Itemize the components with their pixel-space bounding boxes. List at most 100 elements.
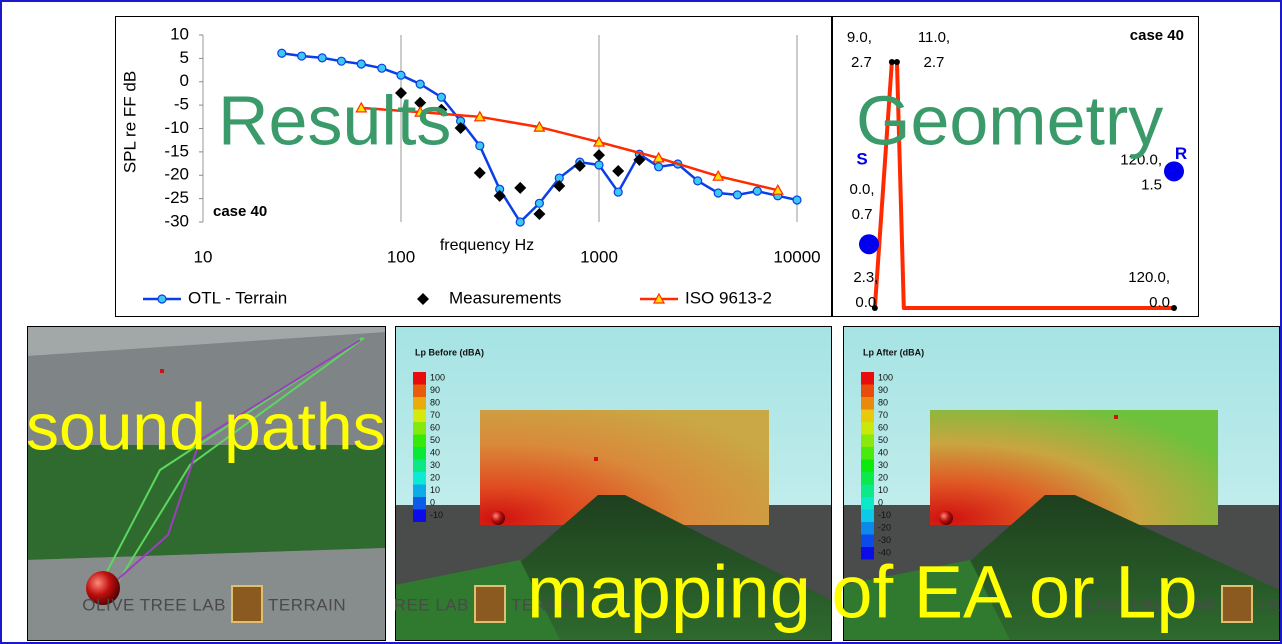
marker: [357, 60, 365, 68]
y-axis-label: SPL re FF dB: [120, 71, 139, 173]
colorbar-title: Lp After (dBA): [863, 347, 924, 357]
colorbar-label: 0: [430, 497, 435, 507]
y-tick-label: -10: [164, 118, 189, 137]
colorbar-label: 0: [878, 497, 883, 507]
results-panel: [116, 17, 832, 317]
watermark-logo: [232, 586, 262, 622]
marker: [535, 199, 543, 207]
y-tick-label: 0: [180, 71, 189, 90]
colorbar-label: -10: [430, 510, 443, 520]
colorbar-cell: [861, 522, 874, 535]
point-label: 0.7: [852, 206, 873, 223]
colorbar-label: 70: [430, 410, 440, 420]
colorbar-label: 90: [878, 385, 888, 395]
y-tick-label: -25: [164, 188, 189, 207]
point-label: 0.0: [1149, 294, 1170, 311]
source: [859, 234, 879, 254]
marker: [278, 49, 286, 57]
watermark-logo: [1222, 586, 1252, 622]
marker: [714, 189, 722, 197]
marker: [595, 161, 603, 169]
colorbar-label: 100: [878, 372, 893, 382]
colorbar-cell: [413, 422, 426, 435]
colorbar-label: 20: [878, 472, 888, 482]
marker: [318, 54, 326, 62]
legend-label: OTL - Terrain: [188, 288, 287, 307]
colorbar-title: Lp Before (dBA): [415, 347, 484, 357]
slide: OLIVE TREE LABTERRAIN OLIVE TREE LABTERR…: [0, 0, 1282, 644]
marker: [298, 52, 306, 60]
colorbar-cell: [861, 435, 874, 448]
colorbar-label: 90: [430, 385, 440, 395]
point-label: 1.5: [1141, 176, 1162, 193]
marker: [337, 57, 345, 65]
colorbar-label: 10: [878, 485, 888, 495]
y-tick-label: 10: [170, 24, 189, 43]
marker: [476, 142, 484, 150]
colorbar-cell: [861, 447, 874, 460]
colorbar-cell: [413, 510, 426, 523]
colorbar-label: 50: [878, 435, 888, 445]
watermark-logo: [475, 586, 505, 622]
colorbar-label: 30: [878, 460, 888, 470]
colorbar-cell: [861, 385, 874, 398]
point-label: 0.0: [855, 294, 876, 311]
marker: [694, 177, 702, 185]
marker: [614, 188, 622, 196]
receiver: [1164, 161, 1184, 181]
colorbar-label: 10: [430, 485, 440, 495]
colorbar-label: -10: [878, 510, 891, 520]
ground: [27, 548, 385, 640]
source-sphere: [491, 511, 505, 525]
y-tick-label: -15: [164, 141, 189, 160]
colorbar-label: 60: [878, 422, 888, 432]
colorbar-label: 30: [430, 460, 440, 470]
point-label: 2.3,: [853, 269, 878, 286]
point: [1171, 305, 1177, 311]
colorbar-cell: [861, 460, 874, 473]
colorbar-cell: [861, 535, 874, 548]
colorbar-cell: [413, 397, 426, 410]
marker: [655, 163, 663, 171]
colorbar-label: 80: [430, 397, 440, 407]
receiver-marker: [594, 457, 598, 461]
marker: [733, 191, 741, 199]
point-label: 2.7: [924, 54, 945, 71]
source-sphere: [939, 511, 953, 525]
x-tick-label: 10000: [773, 247, 820, 266]
overlay-title: Results: [218, 81, 451, 159]
point: [894, 59, 900, 65]
colorbar-cell: [413, 460, 426, 473]
point-label: 11.0,: [918, 29, 950, 46]
watermark-right: TERRAIN: [1258, 595, 1282, 614]
colorbar-cell: [413, 497, 426, 510]
point-label: 2.7: [851, 54, 872, 71]
legend-symbol: [158, 295, 166, 303]
x-tick-label: 10: [194, 247, 213, 266]
marker: [793, 196, 801, 204]
x-axis-label: frequency Hz: [440, 237, 534, 254]
receiver-marker: [160, 369, 164, 373]
overlay-title: sound paths: [26, 389, 386, 463]
colorbar-label: -30: [878, 535, 891, 545]
colorbar-cell: [861, 485, 874, 498]
colorbar-cell: [861, 472, 874, 485]
receiver-name: R: [1175, 144, 1187, 163]
watermark-right: TERRAIN: [268, 595, 346, 614]
point-label: 0.0,: [849, 181, 874, 198]
colorbar-label: 40: [878, 447, 888, 457]
colorbar-cell: [413, 485, 426, 498]
colorbar-label: 20: [430, 472, 440, 482]
x-tick-label: 1000: [580, 247, 618, 266]
colorbar-cell: [413, 435, 426, 448]
annotation: case 40: [213, 203, 267, 220]
x-tick-label: 100: [387, 247, 415, 266]
colorbar-cell: [861, 410, 874, 423]
colorbar-label: 70: [878, 410, 888, 420]
marker: [378, 64, 386, 72]
y-tick-label: -20: [164, 165, 189, 184]
colorbar-cell: [861, 397, 874, 410]
colorbar-label: 100: [430, 372, 445, 382]
colorbar-label: 60: [430, 422, 440, 432]
marker: [516, 218, 524, 226]
